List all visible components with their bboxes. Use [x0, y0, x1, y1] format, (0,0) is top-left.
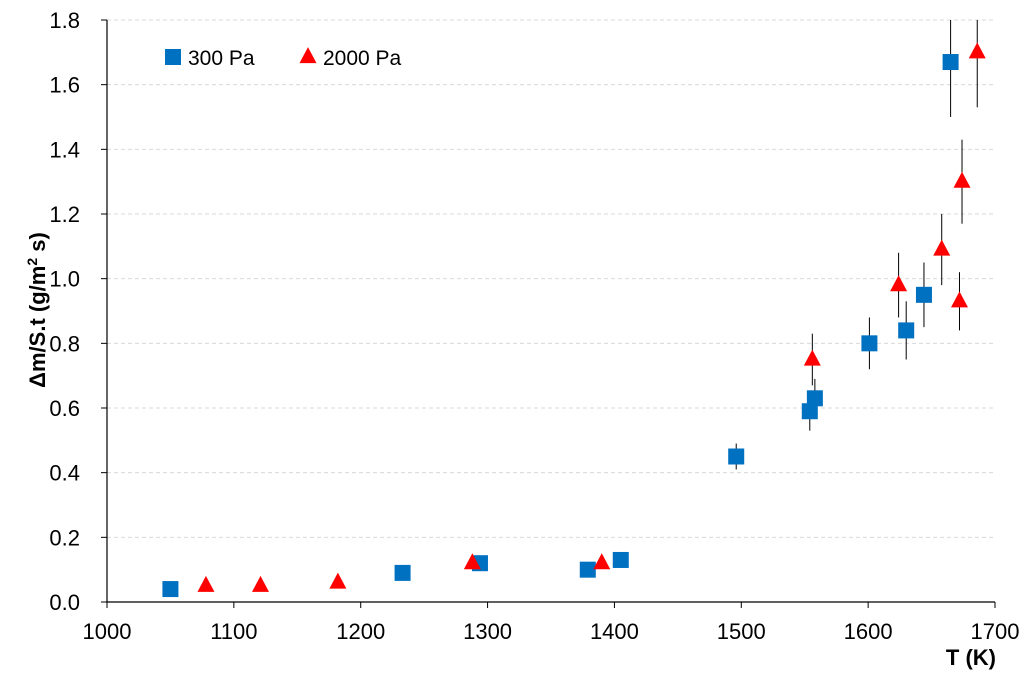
- triangle-point: [197, 575, 215, 592]
- legend-square-marker: [165, 49, 181, 65]
- triangle-point: [950, 291, 968, 308]
- x-tick-label: 1200: [336, 619, 385, 644]
- triangle-point: [933, 239, 951, 256]
- data-points: [162, 42, 986, 598]
- y-tick-label: 1.2: [49, 202, 80, 227]
- y-tick-label: 0.0: [49, 590, 80, 615]
- legend-label: 2000 Pa: [323, 47, 402, 70]
- y-axis-title: Δm/S.t (g/m2 s): [24, 232, 50, 388]
- tick-labels: 1000 1100 1200 1300 1400 1500 1600 1700 0.0 0.2 0.…: [49, 8, 1019, 644]
- x-tick-label: 1500: [717, 619, 766, 644]
- x-tick-label: 1000: [83, 619, 132, 644]
- triangle-point: [953, 171, 971, 188]
- square-point: [898, 322, 915, 339]
- triangle-point: [593, 553, 611, 570]
- triangle-point: [463, 553, 481, 570]
- triangle-point: [329, 572, 347, 589]
- y-axis-title-main: Δm/S.t (g/m: [25, 266, 50, 388]
- square-point: [915, 286, 932, 303]
- y-tick-label: 0.4: [49, 461, 80, 486]
- square-point: [728, 448, 745, 465]
- x-tick-label: 1600: [844, 619, 893, 644]
- legend: 300 Pa 2000 Pa: [165, 47, 402, 70]
- triangle-point: [968, 42, 986, 59]
- square-point: [861, 335, 878, 352]
- triangle-point: [803, 349, 821, 366]
- x-tick-label: 1100: [210, 619, 257, 644]
- y-tick-label: 1.6: [49, 73, 80, 98]
- square-point: [579, 561, 596, 578]
- triangle-point: [251, 575, 269, 592]
- y-tick-label: 0.2: [49, 525, 80, 550]
- triangle-point: [890, 275, 908, 292]
- y-axis-title-tail: s): [25, 232, 50, 258]
- y-tick-label: 1.0: [49, 267, 80, 292]
- axes: [101, 19, 996, 608]
- y-tick-label: 0.8: [49, 331, 80, 356]
- y-tick-label: 1.8: [49, 8, 80, 33]
- legend-label: 300 Pa: [188, 47, 255, 70]
- y-tick-label: 1.4: [49, 137, 80, 162]
- grid-lines: [107, 19, 995, 538]
- x-tick-label: 1700: [971, 619, 1020, 644]
- square-point: [801, 403, 818, 420]
- y-axis-title-sup: 2: [24, 258, 40, 266]
- square-point: [806, 390, 823, 407]
- square-point: [942, 54, 959, 71]
- x-axis-title: T (K): [946, 645, 996, 670]
- square-point: [612, 551, 629, 568]
- square-point: [394, 564, 411, 581]
- x-tick-label: 1300: [463, 619, 512, 644]
- x-tick-label: 1400: [590, 619, 639, 644]
- y-tick-label: 0.6: [49, 396, 80, 421]
- square-point: [162, 581, 179, 598]
- legend-triangle-marker: [299, 47, 317, 64]
